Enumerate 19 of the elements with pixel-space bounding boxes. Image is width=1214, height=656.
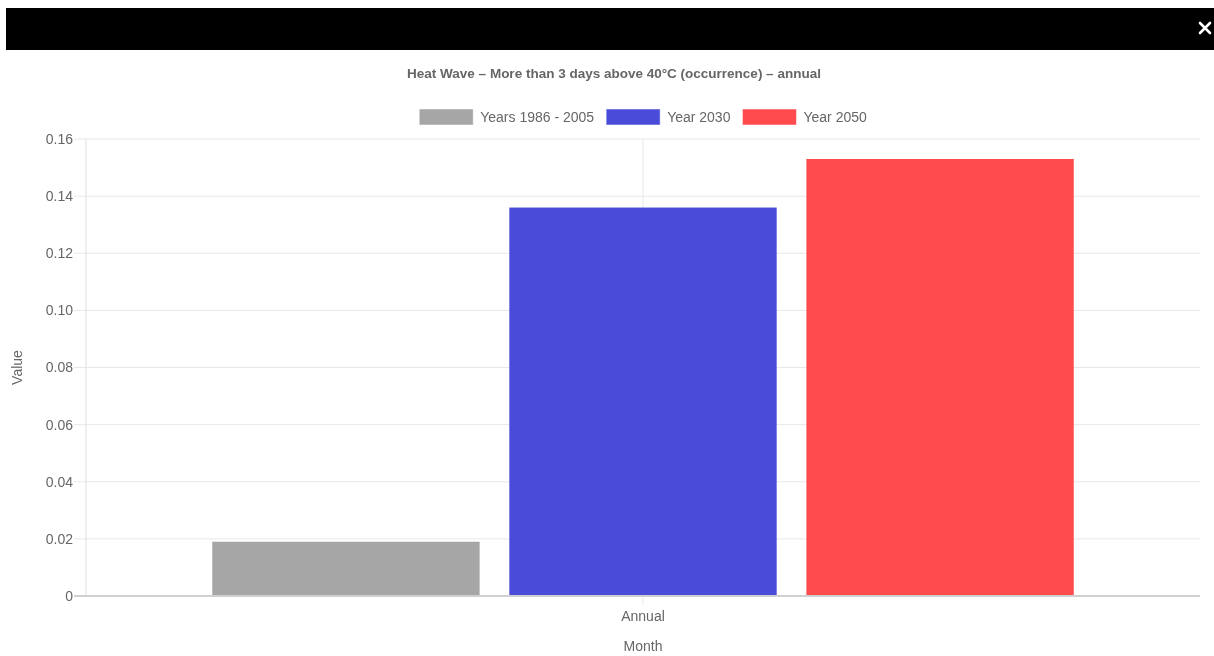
y-tick-label: 0.06 [45,416,74,433]
y-tick-label: 0.04 [45,473,74,490]
bar [212,541,480,596]
legend-label: Years 1986 - 2005 [480,108,595,125]
y-tick-label: 0.02 [45,530,74,547]
y-tick-label: 0.14 [45,188,74,205]
y-tick-label: 0.10 [45,302,74,319]
legend-label: Year 2050 [803,108,867,125]
y-tick-label: 0.08 [45,359,74,376]
chart-title: Heat Wave – More than 3 days above 40°C (occurrence) – annual [407,66,821,81]
legend-label: Year 2030 [667,108,731,125]
y-axis-title: Value [9,349,25,385]
x-axis-title: Month [623,638,663,654]
bar [509,207,777,596]
y-tick-label: 0.12 [45,245,74,262]
y-tick-label: 0 [65,587,74,604]
y-tick-label: 0.16 [45,130,74,147]
bar [806,158,1074,596]
x-tick-label: Annual [621,608,665,624]
